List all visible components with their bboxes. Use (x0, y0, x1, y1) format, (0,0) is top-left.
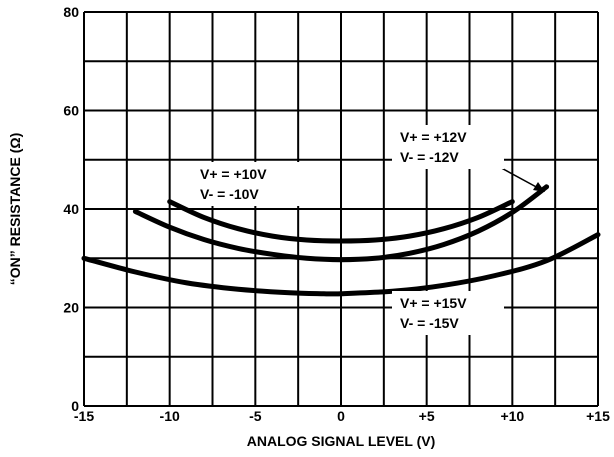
curve-12v (132, 184, 550, 263)
annotation-text: V- = -15V (400, 315, 459, 331)
annotation-box (192, 162, 304, 206)
annotation-12v: V+ = +12V V- = -12V (392, 125, 504, 169)
tick-labels: -15 -10 -5 0 +5 +10 +15 0 20 40 60 80 (63, 4, 610, 424)
y-tick-label: 20 (63, 300, 79, 316)
x-tick-label: +10 (500, 408, 524, 424)
x-tick-label: -10 (160, 408, 180, 424)
x-tick-label: -5 (249, 408, 262, 424)
annotation-text: V+ = +12V (400, 129, 467, 145)
curve-10v (167, 199, 515, 244)
annotation-box (392, 125, 504, 169)
y-tick-label: 80 (63, 4, 79, 20)
annotation-text: V+ = +15V (400, 295, 467, 311)
annotation-box (392, 291, 504, 335)
y-axis-title: “ON” RESISTANCE (Ω) (7, 133, 23, 286)
y-tick-label: 60 (63, 103, 79, 119)
x-tick-label: 0 (337, 408, 345, 424)
x-tick-label: +15 (586, 408, 610, 424)
curve-15v (81, 232, 601, 297)
annotation-text: V- = -12V (400, 149, 459, 165)
leader-arrowhead (533, 182, 545, 192)
annotation-text: V+ = +10V (200, 166, 267, 182)
annotation-text: V- = -10V (200, 186, 259, 202)
x-axis-title: ANALOG SIGNAL LEVEL (V) (247, 433, 436, 449)
curves (81, 184, 601, 297)
y-tick-label: 0 (71, 398, 79, 414)
y-tick-label: 40 (63, 201, 79, 217)
annotation-15v: V+ = +15V V- = -15V (392, 291, 504, 335)
x-tick-label: +5 (419, 408, 435, 424)
annotation-10v: V+ = +10V V- = -10V (192, 162, 304, 206)
x-tick-label: -15 (74, 408, 94, 424)
